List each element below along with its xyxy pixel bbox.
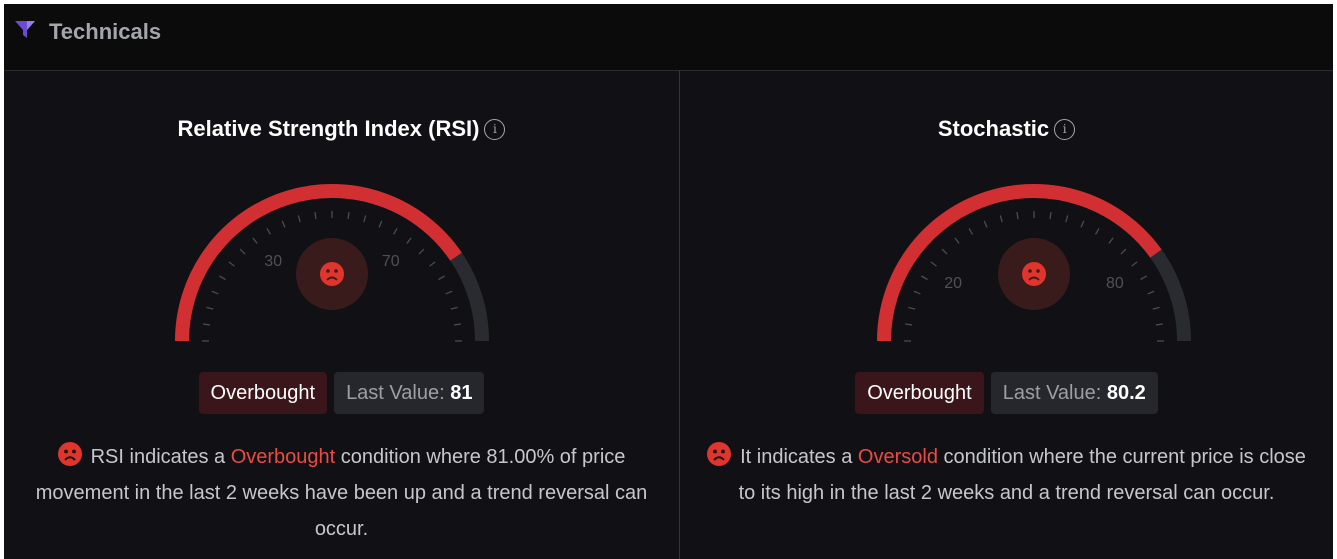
gauge-tick bbox=[206, 306, 214, 310]
rsi-desc-text-2: condition where 81.00% of price movement… bbox=[35, 446, 648, 540]
rsi-title: Relative Strength Index (RSI) bbox=[177, 116, 480, 141]
gauge-tick bbox=[999, 215, 1003, 223]
rsi-description: RSI indicates a Overbought condition whe… bbox=[24, 439, 659, 547]
gauge-tick bbox=[930, 261, 937, 267]
funnel-icon bbox=[15, 21, 35, 38]
gauge-tick bbox=[1155, 323, 1163, 326]
gauge-tick bbox=[211, 290, 219, 295]
stochastic-desc-text-1: It indicates a bbox=[740, 446, 858, 468]
widget-header: Technicals bbox=[4, 4, 1333, 71]
gauge-tick bbox=[445, 290, 453, 295]
gauge-tick bbox=[1094, 228, 1100, 235]
gauge-tick bbox=[378, 220, 383, 228]
rsi-status-badge: Overbought bbox=[198, 372, 328, 414]
rsi-gauge-ticks bbox=[202, 211, 462, 342]
stochastic-last-value: 80.2 bbox=[1106, 382, 1146, 404]
gauge-tick bbox=[1147, 290, 1155, 295]
stochastic-tag-row: Overbought Last Value: 80.2 bbox=[680, 372, 1333, 414]
gauge-tick bbox=[1108, 237, 1114, 244]
gauge-tick bbox=[406, 237, 412, 244]
info-icon[interactable]: i bbox=[1054, 119, 1076, 140]
stochastic-gauge-fill bbox=[877, 184, 1162, 342]
rsi-last-value: 81 bbox=[450, 382, 473, 404]
stochastic-title-row: Stochastic i bbox=[680, 115, 1333, 143]
gauge-tick bbox=[438, 275, 445, 281]
gauge-tick bbox=[228, 261, 235, 267]
rsi-last-value-badge: Last Value: 81 bbox=[334, 372, 485, 414]
gauge-tick bbox=[1065, 215, 1069, 223]
rsi-title-row: Relative Strength Index (RSI) i bbox=[4, 115, 679, 143]
gauge-tick bbox=[1152, 306, 1160, 310]
rsi-last-value-label: Last Value: bbox=[346, 382, 451, 404]
gauge-tick bbox=[1131, 261, 1138, 267]
gauge-tick bbox=[908, 306, 916, 310]
stochastic-description: It indicates a Oversold condition where … bbox=[700, 439, 1313, 511]
gauge-tick bbox=[954, 237, 960, 244]
gauge-tick bbox=[921, 275, 928, 281]
gauge-tick bbox=[905, 323, 913, 326]
gauge-tick bbox=[392, 228, 398, 235]
gauge-tick bbox=[968, 228, 974, 235]
rsi-gauge: 30 70 bbox=[170, 171, 510, 351]
gauge-tick bbox=[314, 212, 317, 220]
gauge-tick bbox=[1140, 275, 1147, 281]
rsi-desc-highlight: Overbought bbox=[230, 446, 336, 468]
sad-face-icon bbox=[320, 262, 344, 286]
gauge-tick bbox=[941, 248, 948, 255]
stochastic-desc-highlight: Oversold bbox=[857, 446, 938, 468]
rsi-tag-row: Overbought Last Value: 81 bbox=[4, 372, 679, 414]
gauge-tick bbox=[1120, 248, 1127, 255]
gauge-tick bbox=[1016, 212, 1019, 220]
gauge-tick bbox=[239, 248, 246, 255]
sad-face-icon bbox=[57, 442, 82, 466]
sad-face-icon bbox=[1022, 262, 1046, 286]
gauge-tick bbox=[1049, 212, 1052, 220]
gauge-tick bbox=[418, 248, 425, 255]
rsi-gauge-svg: 30 70 bbox=[175, 184, 489, 342]
rsi-panel: Relative Strength Index (RSI) i 30 70 Ove… bbox=[4, 71, 679, 559]
gauge-tick bbox=[281, 220, 286, 228]
gauge-tick bbox=[297, 215, 301, 223]
rsi-gauge-fill bbox=[175, 184, 462, 342]
stochastic-status-badge: Overbought bbox=[855, 372, 984, 414]
stochastic-tick-label-low: 20 bbox=[944, 275, 962, 292]
gauge-tick bbox=[450, 306, 458, 310]
rsi-desc-text-1: RSI indicates a bbox=[90, 446, 231, 468]
gauge-tick bbox=[347, 212, 350, 220]
stochastic-desc-text-2: condition where the current price is clo… bbox=[738, 446, 1306, 504]
stochastic-last-value-label: Last Value: bbox=[1002, 382, 1107, 404]
info-icon[interactable]: i bbox=[484, 119, 506, 140]
stochastic-gauge-svg: 20 80 bbox=[877, 184, 1191, 342]
stochastic-panel: Stochastic i 20 80 Overbought Last Value: … bbox=[680, 71, 1333, 559]
stochastic-tick-label-high: 80 bbox=[1106, 275, 1124, 292]
panel-divider bbox=[679, 71, 680, 559]
gauge-tick bbox=[203, 323, 211, 326]
sad-face-icon bbox=[707, 442, 732, 466]
stochastic-last-value-badge: Last Value: 80.2 bbox=[990, 372, 1158, 414]
gauge-tick bbox=[252, 237, 258, 244]
gauge-tick bbox=[219, 275, 226, 281]
technicals-widget: Technicals Relative Strength Index (RSI)… bbox=[4, 4, 1333, 559]
gauge-tick bbox=[266, 228, 272, 235]
gauge-tick bbox=[363, 215, 367, 223]
gauge-tick bbox=[913, 290, 921, 295]
rsi-tick-label-low: 30 bbox=[264, 253, 282, 270]
stochastic-title: Stochastic bbox=[937, 116, 1050, 141]
stochastic-gauge-ticks bbox=[904, 211, 1164, 342]
stochastic-gauge: 20 80 bbox=[872, 171, 1212, 351]
rsi-tick-label-high: 70 bbox=[382, 253, 400, 270]
gauge-tick bbox=[1080, 220, 1085, 228]
gauge-tick bbox=[453, 323, 461, 326]
gauge-tick bbox=[429, 261, 436, 267]
gauge-tick bbox=[983, 220, 988, 228]
widget-title: Technicals bbox=[49, 19, 162, 44]
